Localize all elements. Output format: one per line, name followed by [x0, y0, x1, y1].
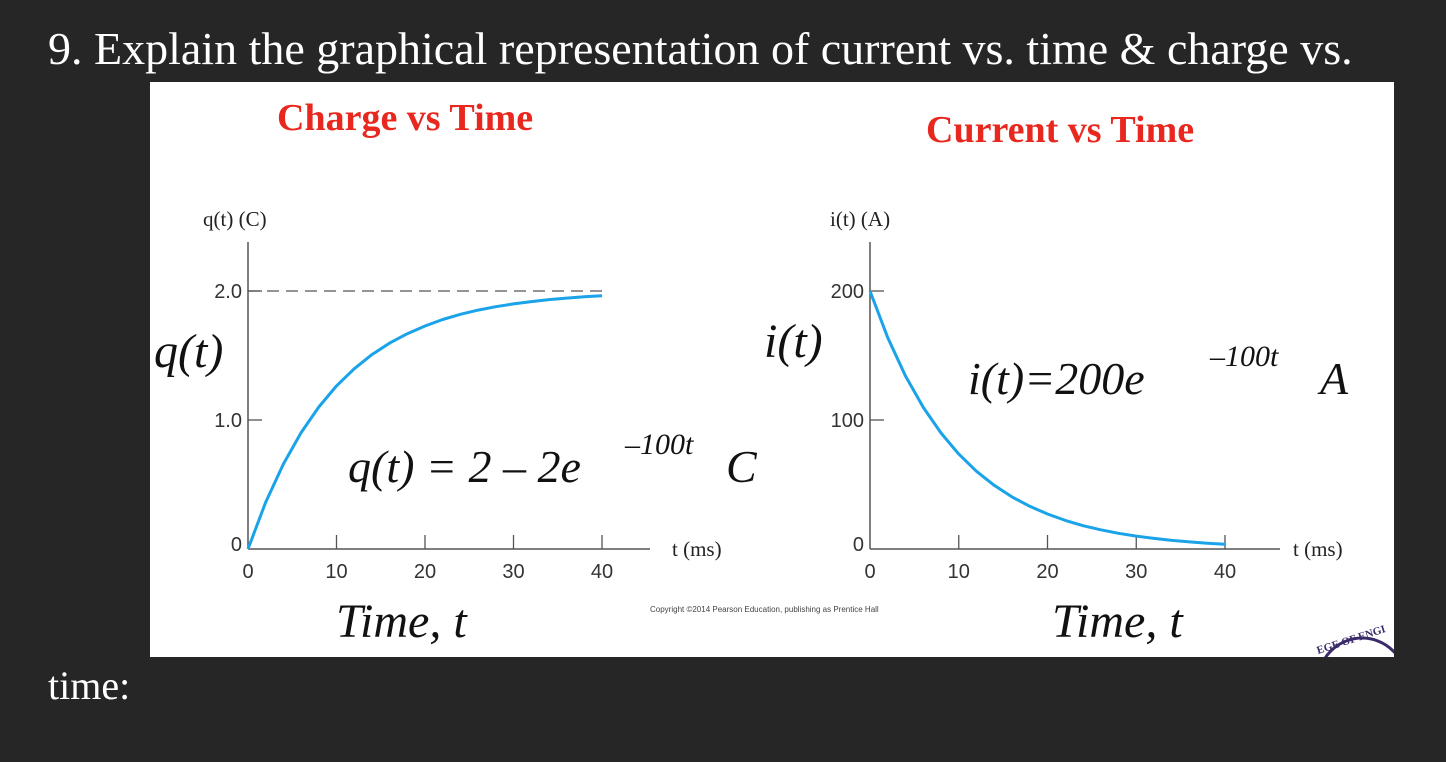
charge-x-tick-label: 10 — [325, 561, 347, 583]
current-x-tick-label: 20 — [1036, 561, 1058, 583]
charge-big-x-label: Time, t — [336, 595, 468, 648]
current-y-tick-label: 200 — [831, 281, 864, 303]
charge-y-axis-label: q(t) (C) — [203, 207, 267, 231]
current-big-x-label: Time, t — [1052, 595, 1184, 648]
charge-y-tick-label: 1.0 — [214, 410, 242, 432]
current-y-tick-label: 0 — [853, 534, 864, 556]
current-y-axis-label: i(t) (A) — [830, 207, 890, 231]
charge-y-tick-label: 0 — [231, 534, 242, 556]
current-x-axis-label: t (ms) — [1293, 537, 1343, 561]
figure-panel: Charge vs Time q(t) (C) t (ms) q(t) Time… — [150, 82, 1394, 657]
current-x-tick-label: 30 — [1125, 561, 1147, 583]
current-chart: Current vs Time i(t) (A) t (ms) i(t) Tim… — [764, 109, 1349, 648]
college-logo: EGE OF ENGI — [1315, 623, 1394, 657]
current-curve — [868, 290, 1226, 546]
charge-chart-title: Charge vs Time — [277, 97, 533, 139]
charge-x-tick-label: 20 — [414, 561, 436, 583]
question-line-2: time: — [48, 663, 131, 708]
charge-equation-unit: C — [726, 441, 758, 492]
charge-x-axis-label: t (ms) — [672, 537, 722, 561]
current-equation-main: i(t)=200e — [968, 353, 1145, 404]
question-line-1: 9. Explain the graphical representation … — [48, 23, 1353, 74]
current-x-tick-label: 10 — [948, 561, 970, 583]
current-equation-exponent: –100t — [1209, 340, 1279, 373]
current-equation-unit: A — [1317, 353, 1349, 404]
current-x-tick-label: 40 — [1214, 561, 1236, 583]
charge-x-tick-label: 30 — [502, 561, 524, 583]
charge-x-tick-label: 40 — [591, 561, 613, 583]
charge-equation-main: q(t) = 2 – 2e — [348, 441, 581, 492]
charge-x-tick-label: 0 — [242, 561, 253, 583]
charge-curve — [246, 294, 603, 550]
current-x-tick-label: 0 — [864, 561, 875, 583]
charge-y-tick-label: 2.0 — [214, 281, 242, 303]
current-big-y-label: i(t) — [764, 315, 823, 368]
charts-svg: Charge vs Time q(t) (C) t (ms) q(t) Time… — [154, 97, 1394, 657]
charge-equation-exponent: –100t — [624, 428, 694, 461]
current-y-tick-label: 100 — [831, 410, 864, 432]
charge-big-y-label: q(t) — [154, 325, 223, 378]
charge-chart: Charge vs Time q(t) (C) t (ms) q(t) Time… — [154, 97, 758, 648]
copyright-text: Copyright ©2014 Pearson Education, publi… — [650, 605, 879, 614]
current-chart-title: Current vs Time — [926, 109, 1194, 151]
